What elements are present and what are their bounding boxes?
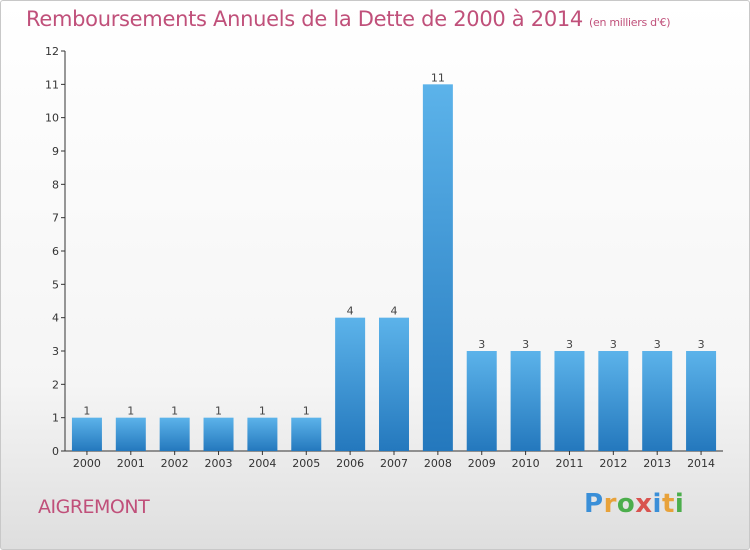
logo-letter: i — [652, 489, 662, 519]
data-label: 3 — [698, 338, 705, 351]
y-tick-label: 7 — [52, 212, 59, 225]
bar-2010 — [510, 351, 541, 451]
data-label: 4 — [391, 305, 398, 318]
data-label: 3 — [566, 338, 573, 351]
bar-2012 — [598, 351, 629, 451]
y-tick-label: 9 — [52, 145, 59, 158]
bar-2005 — [291, 417, 322, 451]
y-tick-label: 10 — [45, 112, 59, 125]
x-tick-label: 2014 — [687, 457, 715, 470]
logo-letter: t — [661, 489, 675, 519]
chart-title-text: Remboursements Annuels de la Dette de 20… — [26, 7, 583, 31]
data-label: 3 — [654, 338, 661, 351]
bar-2004 — [247, 417, 278, 451]
y-tick-label: 1 — [52, 412, 59, 425]
data-label: 1 — [171, 405, 178, 418]
bar-2011 — [554, 351, 585, 451]
data-label: 3 — [522, 338, 529, 351]
y-tick-label: 11 — [45, 78, 59, 91]
y-tick-label: 4 — [52, 312, 59, 325]
x-tick-label: 2013 — [643, 457, 671, 470]
x-tick-label: 2003 — [205, 457, 233, 470]
data-label: 11 — [431, 71, 445, 84]
x-tick-label: 2008 — [424, 457, 452, 470]
y-tick-label: 0 — [52, 445, 59, 458]
bar-2014 — [686, 351, 717, 451]
bar-2013 — [642, 351, 673, 451]
data-label: 1 — [127, 405, 134, 418]
x-tick-label: 2007 — [380, 457, 408, 470]
x-tick-label: 2005 — [292, 457, 320, 470]
chart-subtitle: (en milliers d'€) — [589, 16, 671, 29]
y-tick-label: 6 — [52, 245, 59, 258]
x-tick-label: 2004 — [248, 457, 276, 470]
logo-letter: r — [603, 489, 617, 519]
x-tick-label: 2009 — [468, 457, 496, 470]
y-tick-label: 8 — [52, 178, 59, 191]
bar-2001 — [115, 417, 146, 451]
proxiti-logo: Proxiti — [584, 489, 684, 519]
data-label: 1 — [215, 405, 222, 418]
bar-2000 — [71, 417, 102, 451]
x-tick-label: 2010 — [512, 457, 540, 470]
logo-letter: o — [616, 489, 636, 519]
data-label: 1 — [303, 405, 310, 418]
commune-name: AIGREMONT — [38, 496, 150, 518]
chart-title: Remboursements Annuels de la Dette de 20… — [26, 7, 670, 31]
bar-2003 — [203, 417, 234, 451]
logo-letter: P — [584, 489, 604, 519]
logo-letter: x — [635, 489, 653, 519]
data-label: 1 — [83, 405, 90, 418]
bar-2008 — [422, 84, 453, 451]
y-tick-label: 2 — [52, 378, 59, 391]
data-label: 1 — [259, 405, 266, 418]
bar-2002 — [159, 417, 190, 451]
y-tick-label: 5 — [52, 278, 59, 291]
x-tick-label: 2011 — [555, 457, 583, 470]
x-tick-label: 2012 — [599, 457, 627, 470]
x-tick-label: 2006 — [336, 457, 364, 470]
x-tick-label: 2002 — [161, 457, 189, 470]
bar-2007 — [379, 317, 409, 451]
y-tick-label: 12 — [45, 45, 59, 58]
bar-2006 — [335, 317, 366, 451]
x-tick-label: 2000 — [73, 457, 101, 470]
logo-letter: i — [674, 489, 685, 519]
data-label: 3 — [610, 338, 617, 351]
x-tick-label: 2001 — [117, 457, 145, 470]
data-label: 4 — [347, 305, 354, 318]
bar-2009 — [466, 351, 497, 451]
data-label: 3 — [478, 338, 485, 351]
y-tick-label: 3 — [52, 345, 59, 358]
